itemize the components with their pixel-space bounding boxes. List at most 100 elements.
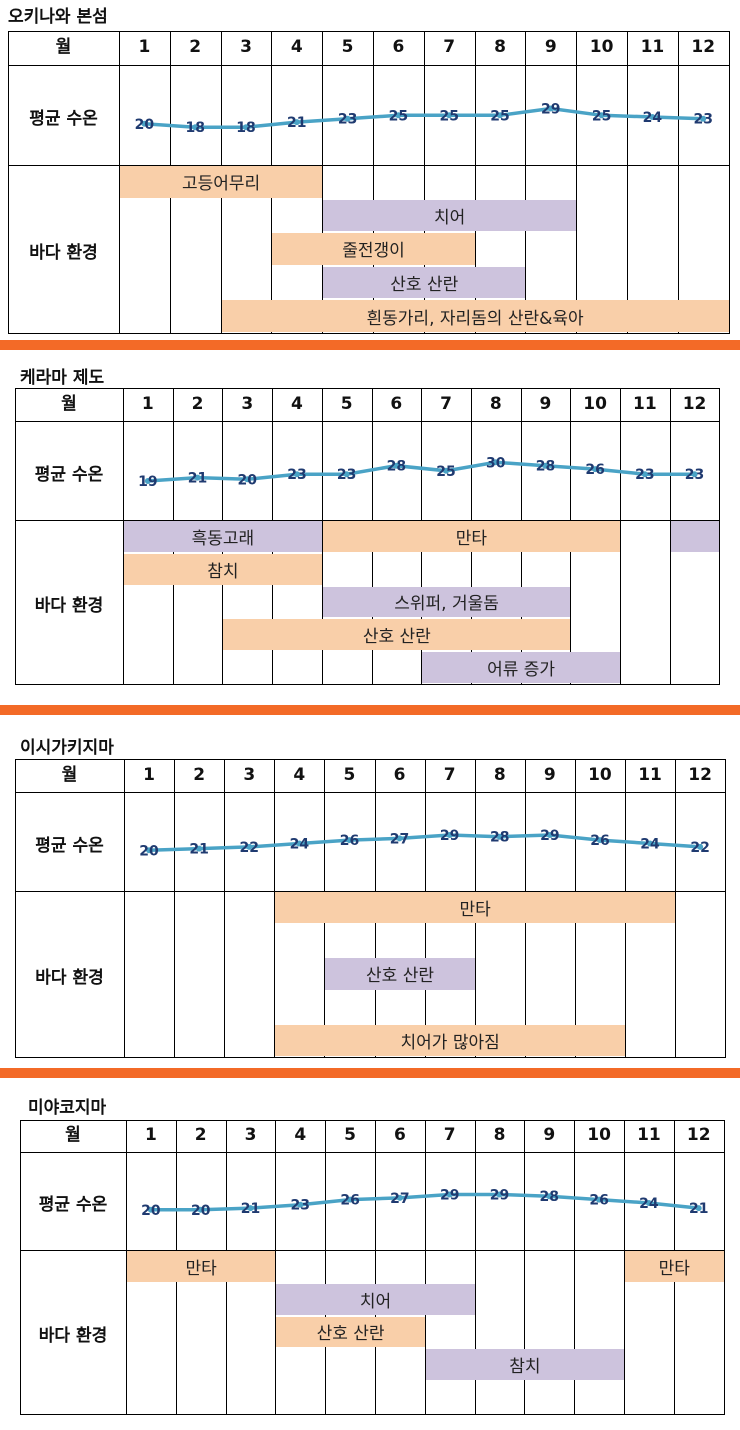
temperature-point xyxy=(244,476,251,483)
temperature-value-label: 28 xyxy=(536,459,555,475)
temperature-point xyxy=(492,459,499,466)
month-header: 2 xyxy=(194,1125,207,1145)
grid-line xyxy=(124,759,125,1058)
temperature-point xyxy=(196,845,203,852)
month-header: 4 xyxy=(290,37,303,57)
temperature-point xyxy=(147,1206,154,1213)
grid-line xyxy=(475,31,476,334)
temperature-point xyxy=(695,1205,702,1212)
env-bar: 줄전갱이 xyxy=(272,233,475,265)
month-header: 12 xyxy=(682,393,707,414)
section-separator xyxy=(0,1068,740,1078)
month-header: 7 xyxy=(443,764,456,785)
temperature-point xyxy=(645,1200,652,1206)
month-header: 5 xyxy=(344,1125,356,1145)
env-bar xyxy=(670,521,720,552)
temperature-value-label: 29 xyxy=(440,1188,459,1204)
temperature-point xyxy=(344,115,351,122)
month-header: 7 xyxy=(443,1125,456,1145)
temperature-point xyxy=(343,471,350,478)
month-header: 3 xyxy=(241,393,254,414)
schedule-table: 고등어무리 치어 줄전갱이 산호 산란 흰동가리, 자리돔의 산란&육아 월 1 2 3 4 5 6 7… xyxy=(8,31,730,334)
temperature-value-label: 29 xyxy=(541,102,560,118)
temperature-value-label: 25 xyxy=(490,108,509,124)
env-row-label: 바다 환경 xyxy=(34,596,104,616)
temperature-point xyxy=(293,119,300,126)
month-header: 10 xyxy=(583,393,607,414)
temp-row-label: 평균 수온 xyxy=(29,109,98,129)
env-bar: 산호 산란 xyxy=(223,619,571,651)
temperature-value-label: 21 xyxy=(189,842,208,858)
temperature-value-label: 20 xyxy=(139,843,159,859)
temperature-value-label: 23 xyxy=(291,1198,310,1214)
month-header-label: 월 xyxy=(55,37,72,57)
env-bar: 치어가 많아짐 xyxy=(275,1024,625,1056)
temperature-value-label: 28 xyxy=(490,830,509,846)
month-header: 5 xyxy=(343,764,356,785)
month-header-label: 월 xyxy=(61,764,78,785)
grid-line xyxy=(724,1120,725,1415)
temperature-value-label: 24 xyxy=(639,1196,659,1212)
temperature-value-label: 22 xyxy=(690,840,709,856)
grid-line xyxy=(624,1120,625,1415)
section-separator xyxy=(0,340,740,350)
grid-line xyxy=(322,31,323,334)
month-header: 6 xyxy=(393,1125,406,1145)
grid-line xyxy=(15,792,727,793)
month-header: 1 xyxy=(141,393,154,414)
month-header-label: 월 xyxy=(61,393,77,414)
grid-line xyxy=(725,759,726,1058)
grid-line xyxy=(15,421,721,422)
grid-line xyxy=(620,388,621,685)
temperature-value-label: 26 xyxy=(589,1193,608,1209)
temperature-value-label: 18 xyxy=(185,120,204,136)
grid-line xyxy=(15,388,16,685)
month-header: 10 xyxy=(589,37,614,57)
env-bar: 스위퍼, 거울돔 xyxy=(322,586,571,618)
temperature-line-chart: 19 21 20 23 23 28 25 30 28 26 23 23 xyxy=(138,455,704,490)
temperature-series-line xyxy=(150,1192,699,1212)
temperature-value-label: 24 xyxy=(640,837,660,853)
temperature-value-label: 26 xyxy=(585,462,604,478)
temperature-point xyxy=(141,120,148,127)
temperature-point xyxy=(446,832,453,838)
month-header: 12 xyxy=(686,1125,711,1145)
temperature-value-label: 23 xyxy=(693,112,712,128)
month-header: 12 xyxy=(691,37,716,57)
grid-line xyxy=(8,65,730,66)
temperature-value-label: 27 xyxy=(390,831,409,847)
grid-line xyxy=(20,1120,21,1415)
temperature-value-label: 21 xyxy=(188,471,207,487)
month-header: 8 xyxy=(493,1125,506,1145)
env-bar: 고등어무리 xyxy=(120,166,323,198)
grid-line xyxy=(224,759,225,1058)
temperature-value-label: 20 xyxy=(191,1203,211,1219)
region-title: 케라마 제도 xyxy=(20,368,105,388)
grid-line xyxy=(20,1152,725,1153)
grid-line xyxy=(375,1120,376,1415)
temperature-point xyxy=(596,1196,603,1203)
grid-line xyxy=(574,1120,575,1415)
temperature-value-label: 29 xyxy=(490,1188,509,1204)
temperature-point xyxy=(246,843,253,850)
temp-row-label: 평균 수온 xyxy=(34,464,104,485)
temperature-point xyxy=(496,1191,503,1198)
env-bar: 산호 산란 xyxy=(276,1316,425,1348)
temperature-point xyxy=(598,112,605,119)
temperature-point xyxy=(592,466,599,473)
temperature-point xyxy=(649,114,656,120)
section-separator xyxy=(0,705,740,715)
temperature-point xyxy=(146,847,153,854)
month-header: 4 xyxy=(293,764,306,785)
schedule-table: 만타 산호 산란 치어가 많아짐 월 1 2 3 4 5 6 7 8 9 10 11 12 평균 수온 바다 환경… xyxy=(15,759,727,1058)
grid-line xyxy=(524,1120,525,1415)
env-bar: 만타 xyxy=(625,1251,724,1282)
temperature-point xyxy=(446,112,453,119)
env-bar: 치어 xyxy=(323,199,577,232)
grid-line xyxy=(123,388,124,685)
temperature-value-label: 27 xyxy=(390,1191,409,1207)
temperature-point xyxy=(243,124,249,131)
grid-line xyxy=(15,388,721,389)
temperature-value-label: 21 xyxy=(241,1201,260,1217)
